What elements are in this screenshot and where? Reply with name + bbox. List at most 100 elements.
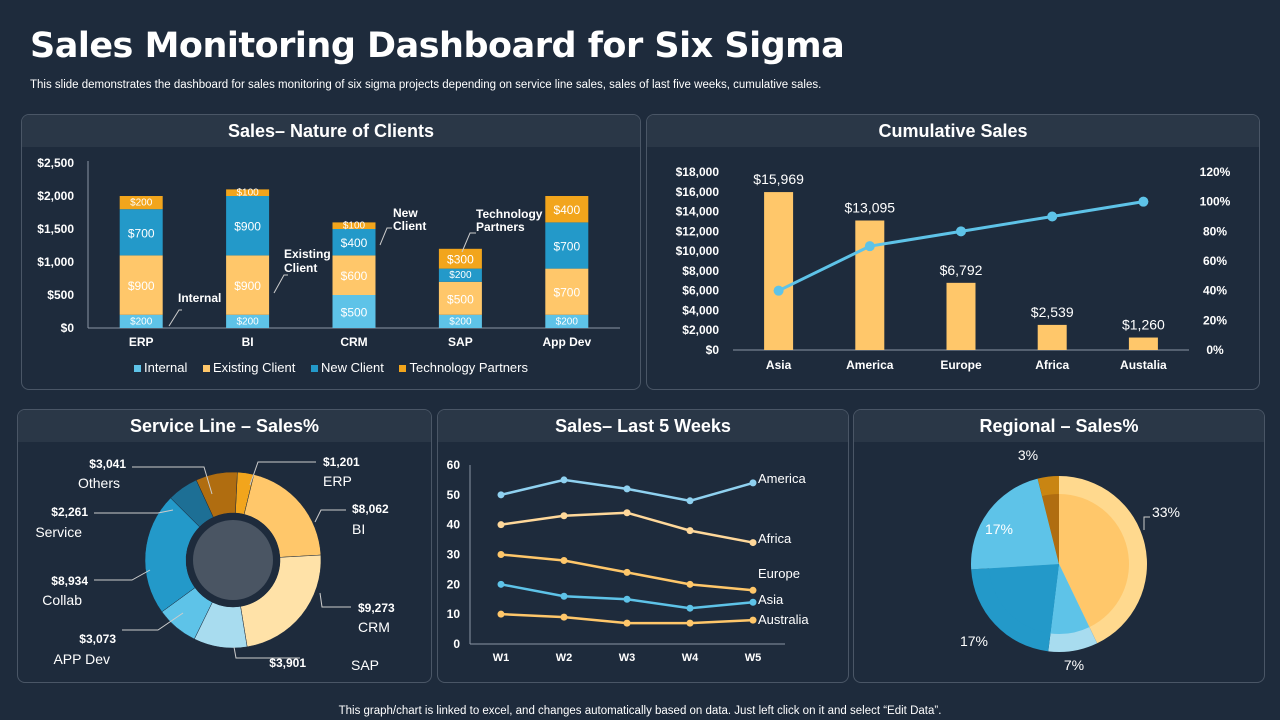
clients-bar-label: $200: [556, 316, 579, 327]
clients-x-tick: App Dev: [542, 335, 591, 349]
weeks-panel-title: Sales– Last 5 Weeks: [438, 410, 848, 442]
clients-bar-segment: [438, 268, 482, 282]
footer-note: This graph/chart is linked to excel, and…: [338, 705, 942, 717]
service-value-label: $9,273: [358, 601, 395, 615]
cumulative-value-label: $13,095: [844, 200, 895, 216]
weeks-series-point: [686, 497, 694, 505]
service-value-label: $3,041: [89, 457, 126, 471]
clients-bar-segment: [119, 255, 163, 315]
clients-bar-segment: [226, 196, 270, 256]
weeks-series-point: [623, 619, 631, 627]
cumulative-y-tick: $0: [706, 343, 720, 357]
regional-pct-label: 17%: [985, 521, 1013, 537]
weeks-x-tick: W1: [493, 652, 510, 664]
clients-bar-label: $400: [553, 203, 580, 217]
clients-callout-tech-1: Technology: [476, 207, 543, 221]
regional-pie-slice-inner: [989, 564, 1059, 634]
service-value-label: $8,062: [352, 502, 389, 516]
clients-callout-existing-1: Existing: [284, 247, 331, 261]
cumulative-pct-point: [956, 226, 966, 237]
service-name-label: APP Dev: [53, 651, 110, 667]
clients-callout-new-1: New: [393, 206, 418, 220]
cumulative-y2-tick: 20%: [1203, 313, 1227, 327]
cumulative-bar: [855, 220, 885, 350]
clients-bar-segment: [226, 314, 270, 328]
clients-y-tick: $2,500: [37, 156, 74, 170]
cumulative-y2-tick: 60%: [1203, 254, 1227, 268]
service-chart[interactable]: $1,201 ERP$8,062 BI $9,273 CRM $3,901 SAP $3,07…: [18, 410, 431, 682]
weeks-series-point: [560, 512, 568, 520]
service-value-label: $8,934: [51, 574, 88, 588]
service-value-label: $3,073: [79, 632, 116, 646]
weeks-series-point: [686, 619, 694, 627]
weeks-series-point: [623, 568, 631, 576]
service-leader-line: [122, 612, 184, 631]
cumulative-y-tick: $8,000: [682, 264, 719, 278]
clients-chart[interactable]: $0 $500 $1,000 $1,500 $2,000 $2,500 $200 $900 $7…: [22, 115, 640, 389]
clients-bar-segment: [438, 314, 482, 328]
weeks-series-point: [623, 595, 631, 603]
clients-bar-label: $200: [449, 270, 472, 281]
weeks-y-tick: 10: [447, 607, 461, 621]
regional-pct-label: 7%: [1064, 657, 1084, 673]
clients-bar-segment: [545, 268, 589, 315]
weeks-series-label: Australia: [758, 612, 809, 627]
regional-chart[interactable]: 33% 7% 17% 17% 3%: [854, 410, 1264, 682]
service-value-label: $2,261: [51, 505, 88, 519]
regional-pie-slice-inner: [1042, 494, 1059, 564]
regional-pie-slice-inner: [989, 496, 1059, 569]
cumulative-value-label: $2,539: [1031, 304, 1074, 320]
clients-bar-segment: [332, 295, 376, 328]
clients-bar-label: $900: [234, 279, 261, 293]
cumulative-y-tick: $10,000: [676, 244, 720, 258]
service-value-label: $1,201: [323, 455, 360, 469]
weeks-series-point: [497, 521, 505, 529]
regional-pct-label: 3%: [1018, 447, 1038, 463]
service-name-label: ERP: [323, 473, 352, 489]
cumulative-value-label: $1,260: [1122, 317, 1165, 333]
clients-callout-internal: Internal: [178, 291, 221, 305]
weeks-y-tick: 50: [447, 488, 461, 502]
legend-existing: Existing Client: [203, 360, 295, 375]
weeks-series-point: [749, 586, 757, 594]
weeks-series-point: [560, 592, 568, 600]
weeks-series-point: [560, 613, 568, 621]
clients-bar-segment: [545, 196, 589, 223]
clients-bar-segment: [438, 248, 482, 269]
weeks-y-tick: 20: [447, 577, 461, 591]
clients-bar-segment: [332, 229, 376, 256]
clients-bar-segment: [545, 314, 589, 328]
clients-callout-line: [273, 274, 288, 294]
clients-panel-title: Sales– Nature of Clients: [22, 115, 640, 147]
page-subtitle: This slide demonstrates the dashboard fo…: [30, 79, 822, 91]
cumulative-chart[interactable]: $0 $2,000 $4,000 $6,000 $8,000 $10,000 $12,000…: [647, 115, 1259, 389]
cumulative-y-tick: $2,000: [682, 323, 719, 337]
clients-y-tick: $2,000: [37, 189, 74, 203]
clients-bar-segment: [119, 196, 163, 210]
clients-callout-line: [461, 232, 476, 253]
weeks-series-point: [560, 556, 568, 564]
weeks-series-point: [623, 509, 631, 517]
cumulative-pct-point: [773, 285, 784, 296]
clients-bar-label: $200: [130, 316, 153, 327]
clients-y-tick: $500: [47, 288, 74, 302]
cumulative-value-label: $15,969: [753, 171, 804, 187]
cumulative-value-label: $6,792: [940, 262, 983, 278]
clients-panel: Sales– Nature of Clients $0 $500 $1,000 $1,…: [21, 114, 641, 390]
cumulative-y2-tick: 40%: [1203, 284, 1227, 298]
weeks-series-label: Asia: [758, 592, 784, 607]
weeks-y-tick: 30: [447, 548, 461, 562]
weeks-series-point: [497, 610, 505, 618]
regional-pie-slice-inner: [1059, 494, 1129, 628]
cumulative-x-tick: Europe: [940, 358, 982, 372]
clients-bar-segment: [438, 281, 482, 315]
cumulative-y-tick: $16,000: [676, 185, 720, 199]
clients-x-tick: ERP: [129, 335, 154, 349]
service-donut-center: [193, 520, 273, 600]
service-name-label: BI: [352, 521, 365, 537]
weeks-chart[interactable]: 0 10 20 30 40 50 60 W1 W2 W3 W4 W5 America Africa Euro…: [438, 410, 848, 682]
service-panel: Service Line – Sales% $1,201 ERP $8,062 BI $…: [17, 409, 432, 683]
weeks-y-tick: 40: [447, 518, 461, 532]
clients-callout-line: [379, 227, 392, 246]
weeks-series-label: Europe: [758, 566, 800, 581]
